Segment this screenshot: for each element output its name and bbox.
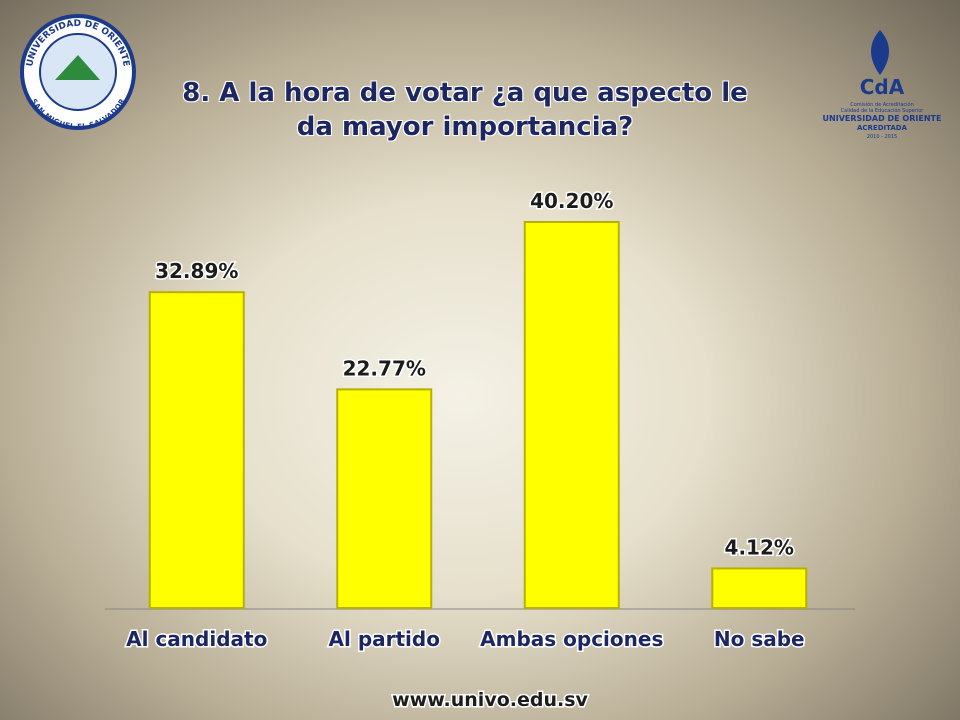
logo-text: ACREDITADA bbox=[857, 124, 908, 132]
x-tick-label: Ambas opciones bbox=[480, 627, 663, 651]
footer: www.univo.edu.sv bbox=[392, 689, 588, 711]
logo-mark: CdA bbox=[860, 75, 905, 99]
logo-text: 2010 - 2015 bbox=[867, 134, 897, 140]
bar bbox=[711, 567, 808, 610]
x-tick-label: Al candidato bbox=[126, 627, 267, 651]
value-label: 22.77% bbox=[343, 356, 426, 380]
logo-text: UNIVERSIDAD DE ORIENTE bbox=[823, 114, 942, 123]
chart-title: 8. A la hora de votar ¿a que aspecto le … bbox=[182, 78, 748, 142]
bar bbox=[523, 221, 620, 609]
logo-emblem bbox=[55, 55, 100, 80]
value-label: 32.89% bbox=[155, 259, 238, 283]
logo-text: Comisión de Acreditación bbox=[850, 101, 914, 108]
bar bbox=[148, 291, 245, 609]
logo-text: Calidad de la Educación Superior bbox=[841, 107, 925, 114]
logo-right: CdA Comisión de Acreditación Calidad de … bbox=[823, 30, 942, 140]
value-label: 40.20% bbox=[530, 189, 613, 213]
value-label: 4.12% bbox=[725, 535, 794, 559]
logo-left: UNIVERSIDAD DE ORIENTE SAN MIGUEL EL SAL… bbox=[20, 14, 136, 131]
x-tick-label: No sabe bbox=[714, 627, 805, 651]
logo-flame bbox=[871, 30, 889, 75]
x-tick-label: Al partido bbox=[329, 627, 440, 651]
bar bbox=[336, 388, 433, 610]
